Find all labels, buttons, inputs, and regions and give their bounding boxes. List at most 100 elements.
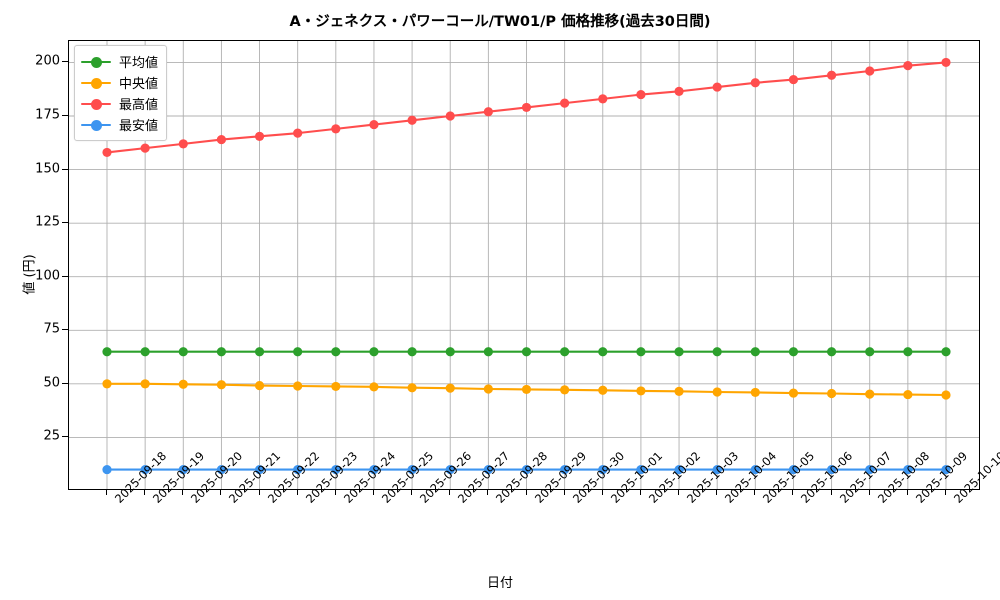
data-point — [407, 115, 417, 125]
data-point — [750, 78, 760, 88]
data-point — [788, 464, 799, 475]
data-point — [216, 380, 227, 390]
data-point — [712, 347, 722, 357]
x-tick-label: 2025-09-19 — [150, 448, 208, 506]
data-point — [369, 382, 379, 392]
data-point — [636, 464, 646, 475]
y-tick-mark — [62, 115, 68, 116]
x-tick-label: 2025-09-20 — [188, 448, 246, 506]
x-tick-mark — [449, 490, 451, 495]
data-point — [102, 464, 112, 475]
y-tick-mark — [62, 382, 68, 384]
data-point — [560, 347, 570, 357]
x-tick-label: 2025-09-22 — [264, 448, 322, 506]
data-point — [293, 347, 303, 357]
data-point — [407, 464, 417, 475]
data-point — [826, 464, 837, 475]
data-point — [102, 147, 112, 158]
data-point — [788, 347, 799, 357]
data-point — [826, 347, 837, 357]
x-tick-label: 2025-09-28 — [493, 448, 551, 506]
x-tick-mark — [487, 490, 489, 495]
data-point — [903, 61, 913, 71]
legend-item-2[interactable]: 最高値 — [81, 93, 158, 114]
y-tick-mark — [62, 436, 68, 438]
x-axis-tick-labels: 2025-09-18 2025-09-19 2025-09-20 2025-09-21… — [0, 448, 1000, 576]
y-tick-label: 25 — [43, 428, 60, 444]
data-point — [483, 384, 493, 394]
x-tick-label: 2025-10-10 — [951, 448, 1000, 506]
x-tick-mark — [792, 490, 794, 495]
data-point — [407, 347, 417, 357]
data-point — [674, 386, 684, 396]
data-point — [140, 143, 150, 153]
data-point — [140, 347, 150, 357]
y-tick-label: 100 — [35, 268, 60, 284]
legend-label: 最高値 — [119, 98, 159, 113]
legend-item-0[interactable]: 平均値 — [81, 51, 158, 72]
x-tick-label: 2025-10-08 — [874, 448, 932, 506]
x-tick-mark — [334, 490, 336, 495]
y-tick-label: 150 — [35, 161, 60, 177]
x-axis-tick-marks — [0, 490, 1000, 498]
data-point — [865, 464, 875, 475]
data-point — [293, 128, 303, 138]
data-point — [750, 387, 760, 398]
y-tick-label: 50 — [43, 375, 60, 391]
data-point — [369, 347, 379, 357]
data-point — [140, 464, 150, 475]
x-tick-mark — [868, 490, 870, 495]
data-point — [369, 464, 379, 475]
data-point — [178, 464, 188, 475]
y-axis-label: 値 (円) — [22, 254, 38, 295]
data-point — [903, 464, 913, 475]
legend-label: 中央値 — [119, 77, 159, 92]
data-point — [483, 347, 493, 357]
data-point — [865, 389, 875, 399]
x-tick-mark — [525, 490, 527, 495]
x-tick-mark — [754, 490, 756, 495]
data-point — [674, 464, 684, 475]
data-point — [598, 464, 608, 475]
x-tick-mark — [678, 490, 680, 495]
data-point — [941, 347, 951, 357]
x-tick-label: 2025-09-29 — [531, 448, 589, 506]
data-point — [826, 70, 837, 80]
legend-item-1[interactable]: 中央値 — [81, 72, 158, 93]
x-tick-label: 2025-10-05 — [760, 448, 818, 506]
data-point — [598, 347, 608, 357]
data-point — [521, 347, 532, 357]
data-point — [445, 347, 455, 357]
legend-marker-icon — [81, 118, 111, 132]
data-point — [941, 464, 951, 475]
y-axis-tick-marks — [0, 0, 100, 600]
legend-label: 最安値 — [119, 119, 159, 134]
x-tick-label: 2025-10-02 — [645, 448, 704, 506]
y-tick-mark — [62, 168, 68, 170]
data-point — [636, 89, 646, 100]
x-tick-mark — [106, 490, 107, 495]
data-point — [445, 111, 455, 121]
x-tick-mark — [182, 490, 184, 495]
x-tick-mark — [945, 490, 946, 495]
x-axis-label: 日付 — [486, 576, 513, 591]
legend-item-3[interactable]: 最安値 — [81, 114, 158, 135]
data-point — [865, 347, 875, 357]
data-point — [331, 381, 341, 392]
data-point — [178, 379, 188, 389]
y-tick-label: 75 — [43, 321, 60, 337]
data-point — [216, 347, 227, 357]
plot-area — [68, 40, 980, 490]
x-tick-label: 2025-10-09 — [912, 448, 971, 506]
data-point — [331, 124, 341, 134]
data-point — [788, 74, 799, 85]
y-tick-mark — [62, 222, 68, 224]
chart-legend: 平均値中央値最高値最安値 — [74, 45, 168, 141]
x-tick-mark — [258, 490, 260, 495]
data-point — [560, 385, 570, 395]
x-tick-mark — [411, 490, 413, 495]
data-series-layer — [102, 57, 951, 475]
data-point — [521, 384, 532, 395]
x-tick-label: 2025-09-27 — [455, 448, 513, 506]
